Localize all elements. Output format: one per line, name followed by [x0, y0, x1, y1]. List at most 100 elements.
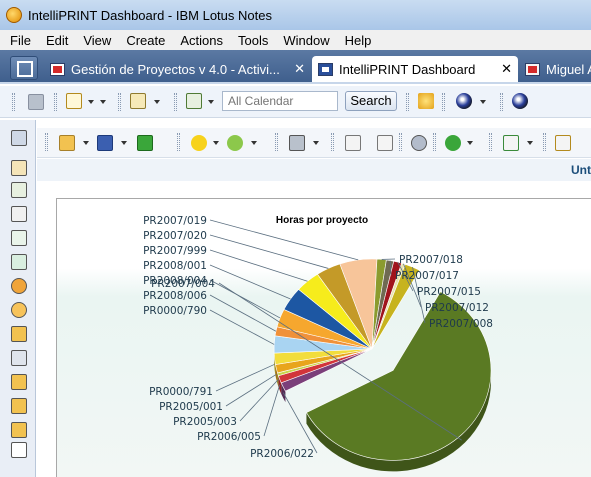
pie-slice-pr2007-008[interactable] — [371, 263, 420, 350]
tab-label: Gestión de Proyectos v 4.0 - Activi... — [71, 61, 280, 77]
label-leader-line — [209, 294, 277, 332]
calendar-search-input[interactable] — [222, 91, 338, 111]
open-list-button[interactable] — [10, 56, 38, 80]
menu-tools[interactable]: Tools — [237, 32, 269, 48]
add-table-icon[interactable] — [503, 135, 519, 151]
menu-help[interactable]: Help — [344, 32, 372, 48]
copy-icon[interactable] — [345, 135, 361, 151]
sparkle-icon[interactable] — [418, 93, 434, 109]
star-icon[interactable] — [191, 135, 207, 151]
slice-label: PR2007/004 — [151, 278, 215, 290]
menu-file[interactable]: File — [10, 32, 31, 48]
label-leader-line — [209, 249, 308, 282]
todo-icon[interactable] — [11, 230, 27, 246]
new-document-icon[interactable] — [66, 93, 82, 109]
search-button[interactable]: Search — [345, 91, 397, 111]
binoculars-icon[interactable] — [11, 130, 27, 146]
toolbar-grip[interactable] — [442, 93, 445, 111]
slice-label: PR2007/019 — [143, 215, 207, 227]
add-section-icon[interactable] — [555, 135, 571, 151]
add-star-icon[interactable] — [227, 135, 243, 151]
mail-icon — [525, 62, 540, 76]
menu-view[interactable]: View — [83, 32, 112, 48]
contacts-icon[interactable] — [11, 206, 27, 222]
chevron-down-icon[interactable] — [467, 141, 473, 145]
globe-icon[interactable] — [512, 93, 528, 109]
window-title: IntelliPRINT Dashboard - IBM Lotus Notes — [28, 7, 272, 23]
chevron-down-icon[interactable] — [480, 100, 486, 104]
feed-icon[interactable] — [28, 94, 44, 110]
slice-label: PR0000/791 — [149, 386, 213, 398]
chevron-down-icon[interactable] — [251, 141, 257, 145]
lotus-notes-icon — [6, 7, 22, 23]
slice-label: PR2006/005 — [197, 431, 261, 443]
calendar-icon[interactable] — [11, 182, 27, 198]
slice-label: PR2007/999 — [143, 245, 207, 257]
chevron-down-icon[interactable] — [213, 141, 219, 145]
chevron-down-icon[interactable] — [208, 100, 214, 104]
label-leader-line — [218, 282, 462, 441]
folder-icon[interactable] — [11, 398, 27, 414]
toolbar-grip[interactable] — [489, 133, 492, 151]
sametime-icon[interactable] — [11, 278, 27, 294]
mail-icon[interactable] — [11, 160, 27, 176]
toolbar-grip[interactable] — [406, 93, 409, 111]
menu-edit[interactable]: Edit — [45, 32, 69, 48]
label-leader-line — [412, 266, 426, 324]
toolbar-grip[interactable] — [275, 133, 278, 151]
forward-mail-icon[interactable] — [377, 135, 393, 151]
open-folder-icon[interactable] — [59, 135, 75, 151]
folder-icon[interactable] — [11, 422, 27, 438]
title-bar: IntelliPRINT Dashboard - IBM Lotus Notes — [0, 0, 591, 30]
print-icon[interactable] — [289, 135, 305, 151]
toolbar-grip[interactable] — [331, 133, 334, 151]
chevron-down-icon[interactable] — [121, 141, 127, 145]
chevron-down-icon[interactable] — [527, 141, 533, 145]
pie-slice-pr2007-004[interactable] — [306, 291, 492, 461]
tab-gestion-proyectos[interactable]: Gestión de Proyectos v 4.0 - Activi... ✕ — [44, 56, 311, 82]
tab-intelliprint-dashboard[interactable]: IntelliPRINT Dashboard ✕ — [312, 56, 518, 82]
menu-window[interactable]: Window — [283, 32, 330, 48]
chevron-down-icon[interactable] — [88, 100, 94, 104]
menu-actions[interactable]: Actions — [180, 32, 223, 48]
chevron-down-icon[interactable] — [100, 100, 106, 104]
label-leader-line — [209, 234, 329, 269]
toolbar-grip[interactable] — [45, 133, 48, 151]
save-icon[interactable] — [97, 135, 113, 151]
pie-slice-side — [277, 372, 279, 387]
toolbar-grip[interactable] — [54, 93, 57, 111]
label-leader-line — [239, 379, 279, 422]
action-bar — [37, 128, 591, 158]
label-leader-line — [225, 373, 277, 407]
globe-icon[interactable] — [456, 93, 472, 109]
chevron-down-icon[interactable] — [313, 141, 319, 145]
folder-icon[interactable] — [11, 374, 27, 390]
close-icon[interactable]: ✕ — [501, 61, 512, 76]
tab-strip: Gestión de Proyectos v 4.0 - Activi... ✕… — [0, 50, 591, 84]
toolbar-grip[interactable] — [543, 133, 546, 151]
calendar-icon[interactable] — [186, 93, 202, 109]
toolbar-grip[interactable] — [177, 133, 180, 151]
toolbar-grip[interactable] — [118, 93, 121, 111]
menu-create[interactable]: Create — [126, 32, 166, 48]
tab-miguel[interactable]: Miguel A — [519, 56, 591, 82]
close-icon[interactable]: ✕ — [294, 61, 305, 76]
toolbar-grip[interactable] — [174, 93, 177, 111]
feeds-icon[interactable] — [11, 302, 27, 318]
toolbar-grip[interactable] — [12, 93, 15, 111]
refresh-icon[interactable] — [445, 135, 461, 151]
chevron-down-icon[interactable] — [83, 141, 89, 145]
workspace-icon[interactable] — [11, 350, 27, 366]
toolbar-grip[interactable] — [399, 133, 402, 151]
play-icon[interactable] — [137, 135, 153, 151]
toolbar-grip[interactable] — [433, 133, 436, 151]
applications-folder-icon[interactable] — [11, 326, 27, 342]
slice-label: PR2007/018 — [399, 254, 463, 266]
chevron-down-icon[interactable] — [154, 100, 160, 104]
gear-icon[interactable] — [411, 135, 427, 151]
replicator-icon[interactable] — [11, 254, 27, 270]
toolbar-grip[interactable] — [500, 93, 503, 111]
dashboard-icon[interactable] — [11, 442, 27, 458]
slice-label: PR2008/004 — [143, 275, 207, 287]
home-icon[interactable] — [130, 93, 146, 109]
